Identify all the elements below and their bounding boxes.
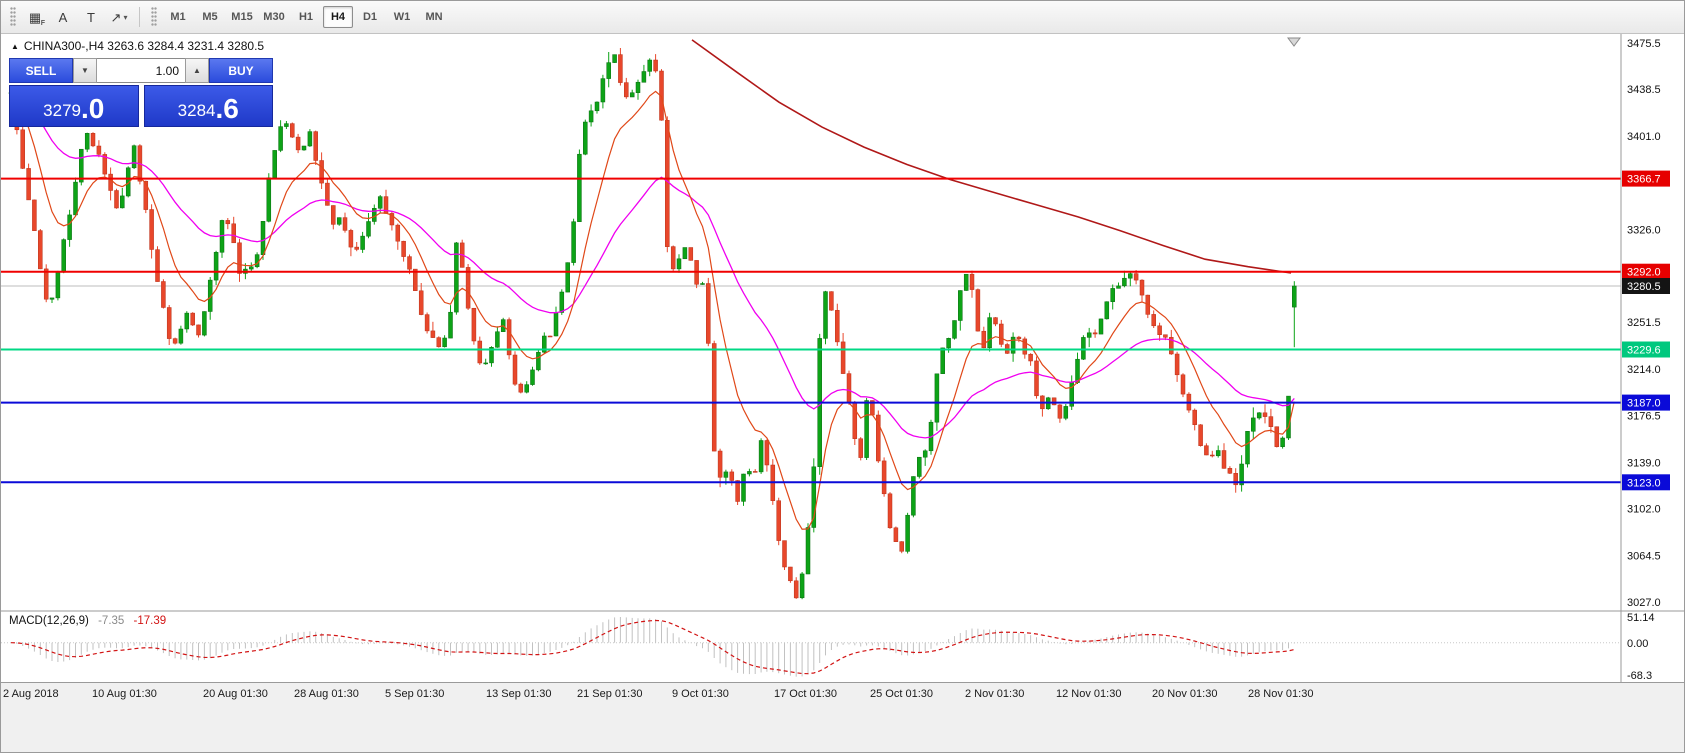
price-tick: 3064.5	[1627, 550, 1661, 562]
volume-input[interactable]	[97, 58, 185, 83]
tf-button-m1[interactable]: M1	[170, 11, 186, 23]
price-tick: 3102.0	[1627, 504, 1661, 516]
macd-histogram	[16, 617, 1295, 677]
time-label: 20 Nov 01:30	[1152, 688, 1218, 700]
macd-tick: 51.14	[1627, 612, 1655, 624]
macd-label: MACD(12,26,9) -7.35 -17.39	[9, 615, 166, 627]
time-label: 10 Aug 01:30	[92, 688, 157, 700]
time-label: 17 Oct 01:30	[774, 688, 837, 700]
time-label: 12 Nov 01:30	[1056, 688, 1122, 700]
price-badge-label: 3280.5	[1627, 281, 1661, 293]
buy-price-frac: .6	[215, 93, 239, 124]
time-label: 9 Oct 01:30	[672, 688, 729, 700]
arrow-tool-icon[interactable]: ↗ ▾	[106, 5, 132, 29]
trade-row-controls: SELL ▼ ▲ BUY	[9, 58, 273, 83]
ma-magenta-line[interactable]	[10, 91, 1295, 439]
symbol-ohlc-text: CHINA300-,H4 3263.6 3284.4 3231.4 3280.5	[23, 39, 265, 53]
price-tick: 3176.5	[1627, 411, 1661, 423]
pattern-icon-tag: F	[40, 20, 45, 27]
price-badge-3292.0	[1622, 263, 1670, 280]
ma-orange-line[interactable]	[10, 90, 1295, 530]
price-badge-label: 3292.0	[1627, 267, 1661, 279]
tf-button-h4[interactable]: H4	[323, 6, 353, 28]
toolbar-grip[interactable]	[10, 7, 16, 27]
arrow-tool-icon-glyph: ↗	[110, 9, 122, 25]
shift-marker-icon[interactable]	[1287, 37, 1301, 47]
sell-price-button[interactable]: 3279.0	[9, 85, 139, 127]
sell-button[interactable]: SELL	[9, 58, 73, 83]
price-badge-3229.6	[1622, 341, 1670, 358]
macd-value-signal: -17.39	[133, 615, 167, 627]
timeframe-toolbar-grip[interactable]	[151, 7, 157, 27]
one-click-trading-panel: SELL ▼ ▲ BUY 3279.0 3284.6	[9, 58, 273, 127]
tf-button-d1[interactable]: D1	[362, 11, 378, 23]
textbox-icon-glyph: T	[87, 9, 95, 25]
chart-canvas[interactable]: 3475.5 3438.5 3401.0 3326.0 3251.5 3214.0 3176…	[1, 34, 1685, 682]
time-label: 28 Aug 01:30	[294, 688, 359, 700]
price-badge-label: 3187.0	[1627, 398, 1661, 410]
time-label: 25 Oct 01:30	[870, 688, 933, 700]
tf-button-m15[interactable]: M15	[231, 11, 253, 23]
time-label: 5 Sep 01:30	[385, 688, 445, 700]
time-label: 21 Sep 01:30	[577, 688, 643, 700]
time-label: 2 Aug 2018	[3, 688, 59, 700]
pattern-icon-glyph: ▦	[28, 9, 42, 25]
price-badge-3123.0	[1622, 474, 1670, 491]
symbol-ohlc-line: ▲ CHINA300-,H4 3263.6 3284.4 3231.4 3280…	[11, 39, 264, 53]
candles	[8, 48, 1297, 600]
price-badge-3366.7	[1622, 170, 1670, 187]
toolbar-tools: ▦ F A T ↗ ▾	[21, 5, 133, 29]
toolbar-separator	[139, 7, 140, 27]
price-tick: 3027.0	[1627, 597, 1661, 609]
time-label: 20 Aug 01:30	[203, 688, 268, 700]
volume-dropdown-button[interactable]: ▼	[73, 58, 97, 83]
price-tick: 3251.5	[1627, 317, 1661, 329]
trade-row-prices: 3279.0 3284.6	[9, 85, 273, 127]
buy-button[interactable]: BUY	[209, 58, 273, 83]
price-badge-label: 3229.6	[1627, 345, 1661, 357]
price-badge-label: 3123.0	[1627, 477, 1661, 489]
price-badge-label: 3366.7	[1627, 174, 1661, 186]
timeframe-buttons: M1 M5 M15 M30 H1 H4 D1 W1 MN	[162, 6, 450, 28]
sell-price-main: 3279	[43, 101, 81, 120]
buy-price-main: 3284	[177, 101, 216, 120]
price-tick: 3401.0	[1627, 131, 1661, 143]
price-axis[interactable]: 3475.5 3438.5 3401.0 3326.0 3251.5 3214.0 3176…	[1620, 34, 1670, 682]
time-label: 28 Nov 01:30	[1248, 688, 1314, 700]
buy-price-button[interactable]: 3284.6	[143, 85, 273, 127]
time-label: 2 Nov 01:30	[965, 688, 1025, 700]
toolbar: ▦ F A T ↗ ▾ M1 M5 M15 M30 H1 H4 D1 W1 MN	[1, 1, 1684, 34]
price-tick: 3475.5	[1627, 38, 1661, 50]
price-tick: 3438.5	[1627, 84, 1661, 96]
ma-long-line[interactable]	[691, 39, 1292, 274]
price-tick: 3326.0	[1627, 224, 1661, 236]
pattern-icon[interactable]: ▦ F	[22, 5, 48, 29]
text-icon-glyph: A	[58, 9, 68, 25]
price-tick: 3139.0	[1627, 457, 1661, 469]
arrow-tool-icon-caret: ▾	[123, 12, 128, 22]
textbox-icon[interactable]: T	[78, 5, 104, 29]
dropdown-arrow-icon: ▼	[81, 66, 89, 75]
price-tick: 3214.0	[1627, 364, 1661, 376]
price-badge-3187.0	[1622, 394, 1670, 411]
macd-value-main: -7.35	[98, 615, 125, 627]
volume-up-button[interactable]: ▲	[185, 58, 209, 83]
text-icon[interactable]: A	[50, 5, 76, 29]
macd-signal-line	[10, 619, 1295, 675]
tf-button-mn[interactable]: MN	[425, 11, 443, 23]
tf-button-m30[interactable]: M30	[263, 11, 285, 23]
macd-tick: -68.3	[1627, 670, 1652, 682]
time-label: 13 Sep 01:30	[486, 688, 552, 700]
tf-button-w1[interactable]: W1	[393, 11, 411, 23]
tf-button-h1[interactable]: H1	[298, 11, 314, 23]
up-arrow-icon: ▲	[193, 66, 201, 75]
macd-tick: 0.00	[1627, 638, 1648, 650]
price-badge-3280.5	[1622, 278, 1670, 294]
sell-price-frac: .0	[80, 93, 105, 124]
macd-name: MACD(12,26,9)	[9, 615, 89, 627]
tf-button-m5[interactable]: M5	[202, 11, 218, 23]
collapse-panel-icon[interactable]: ▲	[11, 41, 19, 51]
time-axis[interactable]: 2 Aug 2018 10 Aug 01:30 20 Aug 01:30 28 Aug…	[1, 682, 1684, 752]
